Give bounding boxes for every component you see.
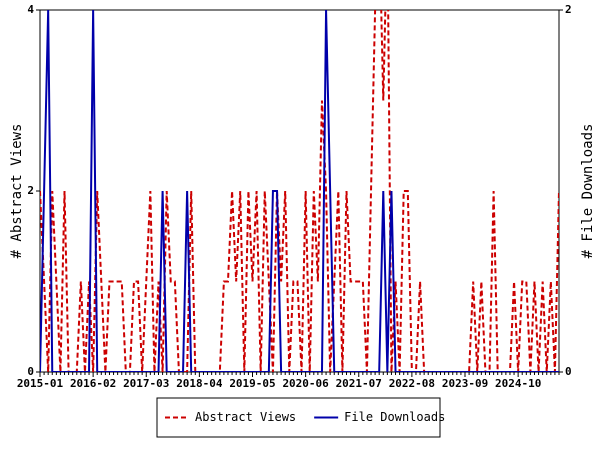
legend-label: Abstract Views	[195, 410, 296, 424]
x-tick-label: 2024-10	[495, 377, 541, 390]
plot-lines	[40, 10, 559, 372]
x-tick-label: 2023-09	[442, 377, 488, 390]
x-tick-label: 2016-02	[70, 377, 116, 390]
y-tick-label: 4	[27, 3, 34, 16]
y2-tick-label: 2	[565, 3, 572, 16]
y-tick-label: 2	[27, 184, 34, 197]
y-axis-label: # Abstract Views	[9, 124, 25, 259]
x-tick-label: 2017-03	[123, 377, 169, 390]
legend-box	[156, 397, 441, 438]
y2-tick-label: 0	[565, 365, 572, 378]
series-line	[40, 10, 559, 372]
x-tick-label: 2019-05	[229, 377, 275, 390]
y-tick-label: 0	[27, 365, 34, 378]
x-tick-label: 2021-07	[336, 377, 382, 390]
x-tick-label: 2015-01	[17, 377, 64, 390]
x-tick-label: 2020-06	[282, 377, 329, 390]
x-tick-label: 2022-08	[389, 377, 435, 390]
legend-label: File Downloads	[344, 410, 445, 424]
y2-axis-label: # File Downloads	[580, 124, 596, 259]
x-tick-label: 2018-04	[176, 377, 223, 390]
